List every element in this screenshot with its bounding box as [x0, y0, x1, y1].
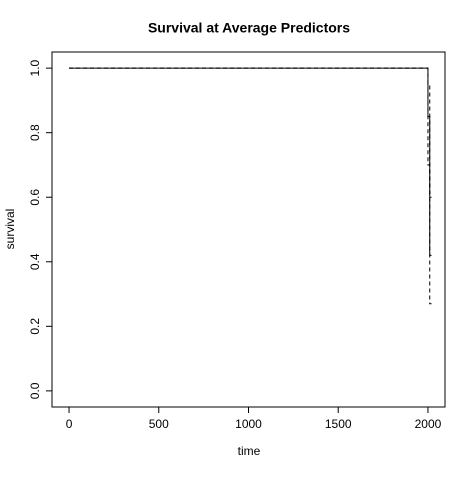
survival-line	[69, 67, 432, 198]
y-axis-label: survival	[3, 209, 17, 250]
chart-title: Survival at Average Predictors	[148, 20, 350, 36]
y-tick-label: 1.0	[28, 59, 42, 76]
x-tick-label: 1500	[325, 417, 352, 431]
x-axis-label: time	[238, 444, 261, 458]
x-tick-label: 0	[66, 417, 73, 431]
y-tick-label: 0.2	[28, 318, 42, 335]
survival-line	[69, 67, 432, 305]
y-tick-label: 0.4	[28, 253, 42, 270]
x-tick-label: 500	[149, 417, 169, 431]
y-tick-label: 0.6	[28, 189, 42, 206]
x-tick-label: 2000	[415, 417, 442, 431]
survival-line	[69, 67, 432, 256]
plot-frame	[51, 51, 446, 408]
y-tick-label: 0.0	[28, 382, 42, 399]
x-tick-label: 1000	[235, 417, 262, 431]
y-tick-label: 0.8	[28, 124, 42, 141]
